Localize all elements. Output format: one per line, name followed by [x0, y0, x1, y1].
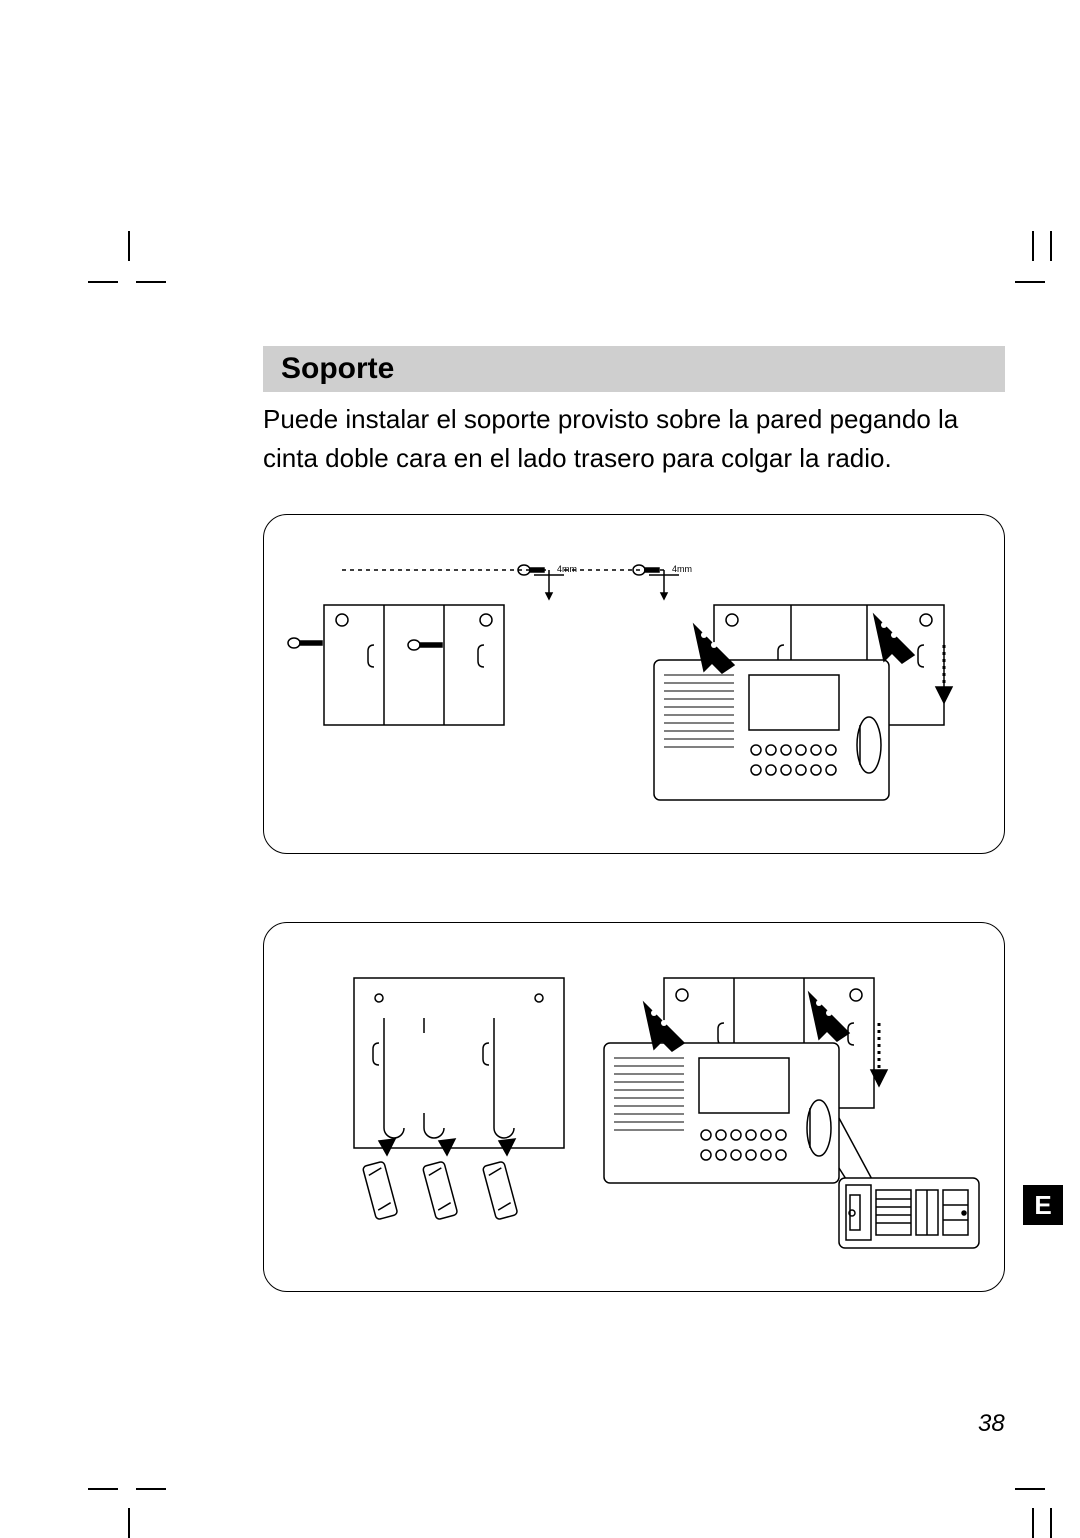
figure2-svg [264, 923, 1006, 1293]
dimension-label-2: 4mm [672, 564, 692, 574]
figure-wall-mount-tape [263, 922, 1005, 1292]
crop-mark-tl [108, 251, 148, 291]
language-badge-letter: E [1034, 1190, 1051, 1221]
section-heading: Soporte [263, 346, 1005, 392]
figure1-svg: 4mm 4mm [264, 515, 1006, 855]
page-number: 38 [978, 1410, 1005, 1438]
dimension-label-1: 4mm [557, 564, 577, 574]
figure-wall-mount-screws: 4mm 4mm [263, 514, 1005, 854]
language-badge: E [1023, 1185, 1063, 1225]
crop-mark-br [1050, 1488, 1080, 1528]
body-paragraph: Puede instalar el soporte provisto sobre… [263, 400, 1005, 478]
section-title: Soporte [281, 352, 394, 386]
crop-mark-tr [1050, 251, 1080, 291]
crop-mark-bl [108, 1488, 148, 1528]
